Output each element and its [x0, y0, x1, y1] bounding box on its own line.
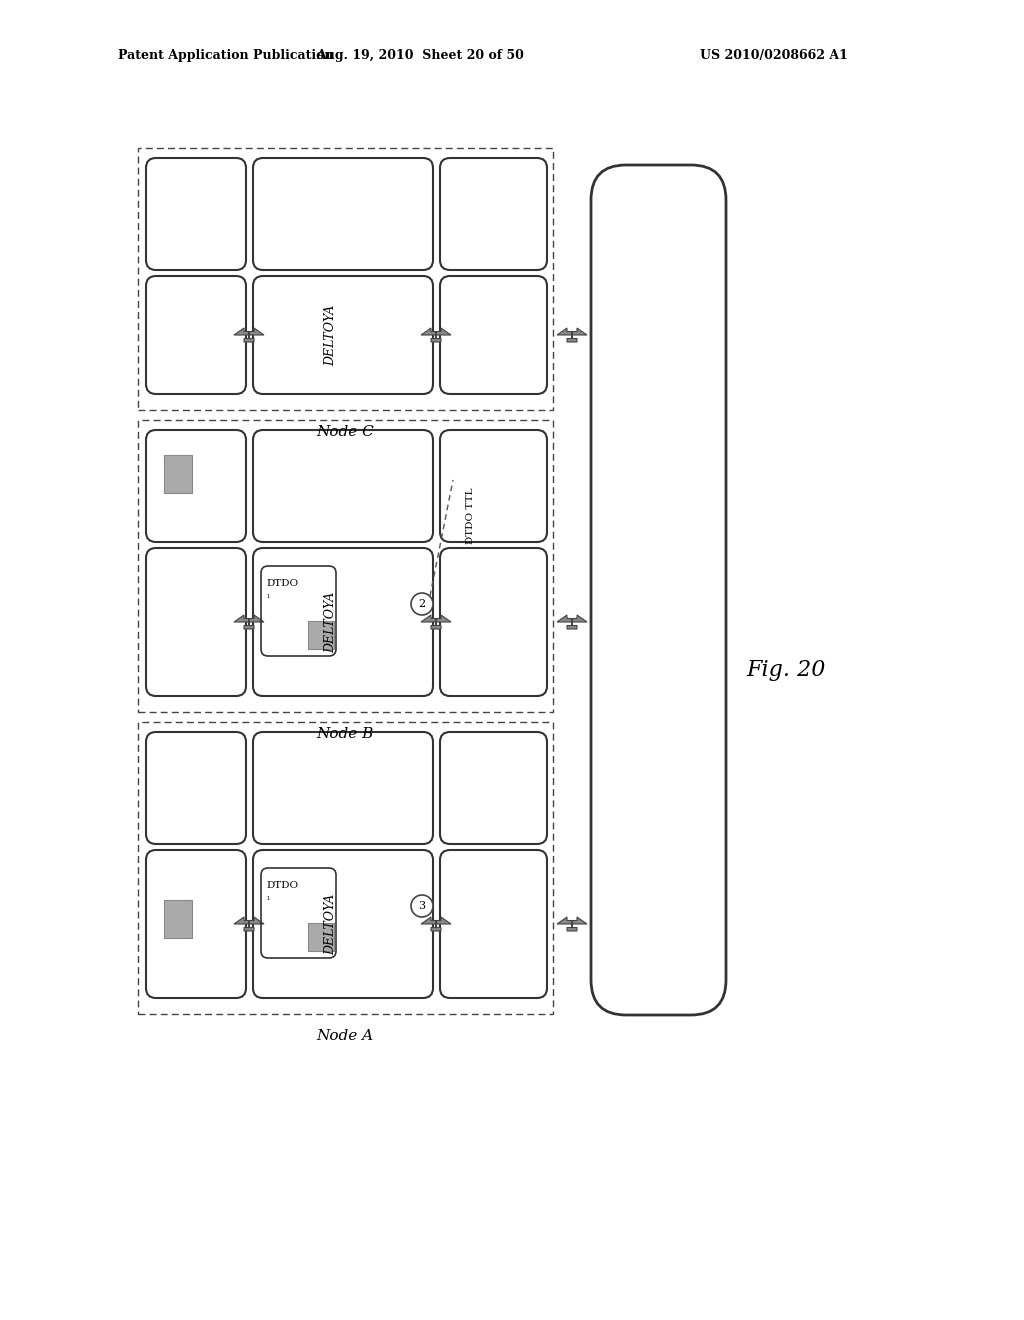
- Bar: [164, 455, 193, 492]
- Polygon shape: [234, 615, 264, 630]
- Text: DTDO: DTDO: [266, 579, 298, 589]
- Bar: [164, 900, 193, 939]
- Text: DTDO: DTDO: [266, 882, 298, 891]
- Bar: [138, 420, 553, 711]
- Polygon shape: [234, 327, 264, 342]
- Text: Node C: Node C: [316, 425, 374, 440]
- Bar: [138, 722, 553, 1014]
- Text: 2: 2: [419, 599, 426, 609]
- Text: Node B: Node B: [316, 727, 374, 741]
- Text: DELTOYA: DELTOYA: [325, 305, 338, 366]
- Polygon shape: [421, 917, 451, 931]
- Polygon shape: [557, 327, 587, 342]
- Text: US 2010/0208662 A1: US 2010/0208662 A1: [700, 49, 848, 62]
- Polygon shape: [557, 917, 587, 931]
- Text: ₁: ₁: [266, 894, 269, 902]
- Circle shape: [411, 895, 433, 917]
- Bar: [308, 620, 334, 649]
- Text: Fig. 20: Fig. 20: [746, 659, 825, 681]
- Text: Node A: Node A: [316, 1030, 374, 1043]
- Bar: [308, 923, 334, 950]
- Text: DELTOYA: DELTOYA: [325, 591, 338, 652]
- Polygon shape: [234, 917, 264, 931]
- Text: Aug. 19, 2010  Sheet 20 of 50: Aug. 19, 2010 Sheet 20 of 50: [316, 49, 524, 62]
- Polygon shape: [421, 327, 451, 342]
- Polygon shape: [557, 615, 587, 630]
- Polygon shape: [421, 615, 451, 630]
- Bar: [138, 148, 553, 411]
- Circle shape: [411, 593, 433, 615]
- Text: DELTOYA: DELTOYA: [325, 894, 338, 954]
- Text: ₁: ₁: [266, 591, 269, 601]
- Text: DTDO TTL: DTDO TTL: [466, 488, 475, 544]
- Text: Patent Application Publication: Patent Application Publication: [118, 49, 334, 62]
- Text: 3: 3: [419, 902, 426, 911]
